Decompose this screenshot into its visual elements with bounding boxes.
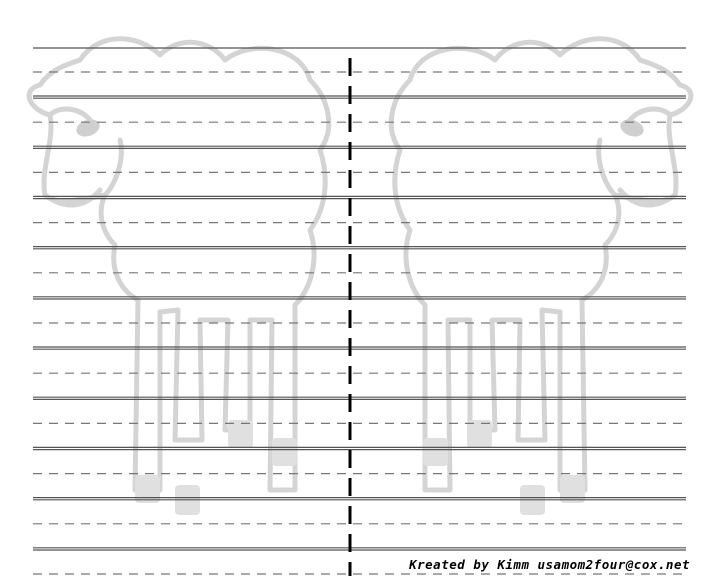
credit-text: Kreated by Kimm usamom2four@cox.net — [409, 557, 690, 572]
sheep-illustration-right — [388, 36, 694, 515]
